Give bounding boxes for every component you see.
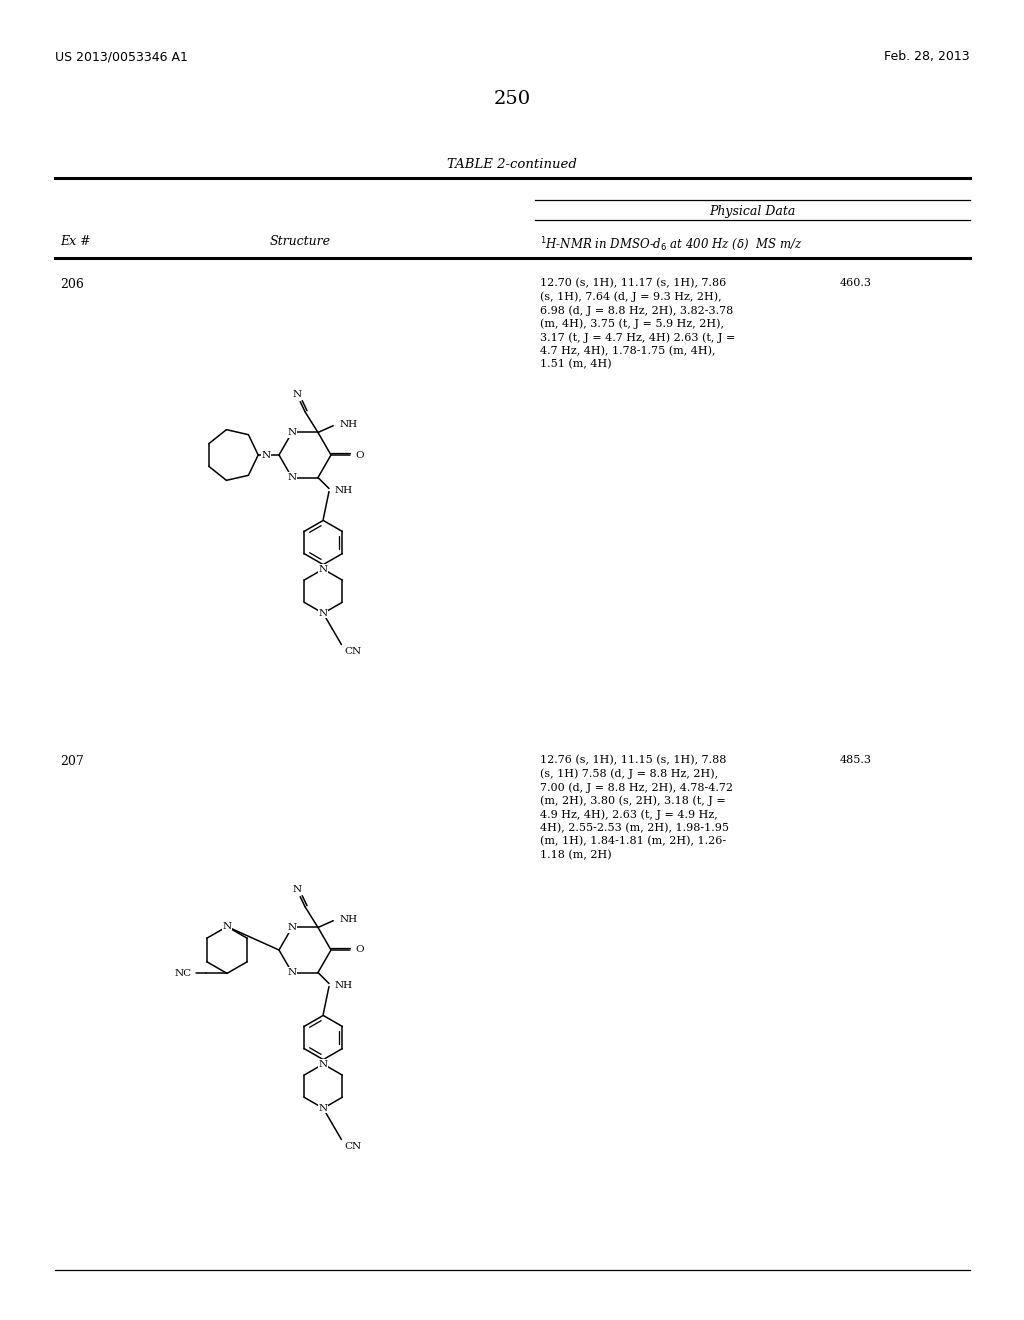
Text: 12.70 (s, 1H), 11.17 (s, 1H), 7.86: 12.70 (s, 1H), 11.17 (s, 1H), 7.86	[540, 279, 726, 288]
Text: $^{1}$H-NMR in DMSO-d$_{6}$ at 400 Hz ($\delta$)  MS m/z: $^{1}$H-NMR in DMSO-d$_{6}$ at 400 Hz ($…	[540, 235, 803, 253]
Text: N: N	[288, 968, 297, 977]
Text: N: N	[293, 389, 302, 399]
Text: NH: NH	[335, 981, 353, 990]
Text: Physical Data: Physical Data	[709, 205, 796, 218]
Text: 1.51 (m, 4H): 1.51 (m, 4H)	[540, 359, 611, 370]
Text: N: N	[288, 428, 297, 437]
Text: CN: CN	[344, 648, 361, 656]
Text: N: N	[288, 473, 297, 482]
Text: NH: NH	[339, 420, 357, 429]
Text: 1.18 (m, 2H): 1.18 (m, 2H)	[540, 850, 611, 859]
Text: (m, 1H), 1.84-1.81 (m, 2H), 1.26-: (m, 1H), 1.84-1.81 (m, 2H), 1.26-	[540, 836, 726, 846]
Text: Feb. 28, 2013: Feb. 28, 2013	[885, 50, 970, 63]
Text: Structure: Structure	[269, 235, 331, 248]
Text: O: O	[355, 450, 365, 459]
Text: 206: 206	[60, 279, 84, 290]
Text: N: N	[318, 1104, 328, 1113]
Text: N: N	[222, 923, 231, 931]
Text: 3.17 (t, J = 4.7 Hz, 4H) 2.63 (t, J =: 3.17 (t, J = 4.7 Hz, 4H) 2.63 (t, J =	[540, 333, 735, 343]
Text: NC: NC	[174, 969, 191, 978]
Text: (s, 1H), 7.64 (d, J = 9.3 Hz, 2H),: (s, 1H), 7.64 (d, J = 9.3 Hz, 2H),	[540, 292, 722, 302]
Text: N: N	[318, 565, 328, 574]
Text: 207: 207	[60, 755, 84, 768]
Text: N: N	[318, 1060, 328, 1069]
Text: NH: NH	[339, 915, 357, 924]
Text: 4.9 Hz, 4H), 2.63 (t, J = 4.9 Hz,: 4.9 Hz, 4H), 2.63 (t, J = 4.9 Hz,	[540, 809, 718, 820]
Text: N: N	[293, 884, 302, 894]
Text: (m, 2H), 3.80 (s, 2H), 3.18 (t, J =: (m, 2H), 3.80 (s, 2H), 3.18 (t, J =	[540, 796, 726, 807]
Text: O: O	[355, 945, 365, 954]
Text: (m, 4H), 3.75 (t, J = 5.9 Hz, 2H),: (m, 4H), 3.75 (t, J = 5.9 Hz, 2H),	[540, 318, 724, 329]
Text: N: N	[318, 609, 328, 618]
Text: 250: 250	[494, 90, 530, 108]
Text: 12.76 (s, 1H), 11.15 (s, 1H), 7.88: 12.76 (s, 1H), 11.15 (s, 1H), 7.88	[540, 755, 726, 766]
Text: 4.7 Hz, 4H), 1.78-1.75 (m, 4H),: 4.7 Hz, 4H), 1.78-1.75 (m, 4H),	[540, 346, 716, 356]
Text: 485.3: 485.3	[840, 755, 872, 766]
Text: 7.00 (d, J = 8.8 Hz, 2H), 4.78-4.72: 7.00 (d, J = 8.8 Hz, 2H), 4.78-4.72	[540, 781, 733, 792]
Text: US 2013/0053346 A1: US 2013/0053346 A1	[55, 50, 187, 63]
Text: 4H), 2.55-2.53 (m, 2H), 1.98-1.95: 4H), 2.55-2.53 (m, 2H), 1.98-1.95	[540, 822, 729, 833]
Text: Ex #: Ex #	[60, 235, 91, 248]
Text: NH: NH	[335, 486, 353, 495]
Text: 6.98 (d, J = 8.8 Hz, 2H), 3.82-3.78: 6.98 (d, J = 8.8 Hz, 2H), 3.82-3.78	[540, 305, 733, 315]
Text: (s, 1H) 7.58 (d, J = 8.8 Hz, 2H),: (s, 1H) 7.58 (d, J = 8.8 Hz, 2H),	[540, 768, 718, 779]
Text: N: N	[261, 450, 270, 459]
Text: TABLE 2-continued: TABLE 2-continued	[447, 158, 577, 172]
Text: N: N	[288, 923, 297, 932]
Text: 460.3: 460.3	[840, 279, 872, 288]
Text: CN: CN	[344, 1143, 361, 1151]
